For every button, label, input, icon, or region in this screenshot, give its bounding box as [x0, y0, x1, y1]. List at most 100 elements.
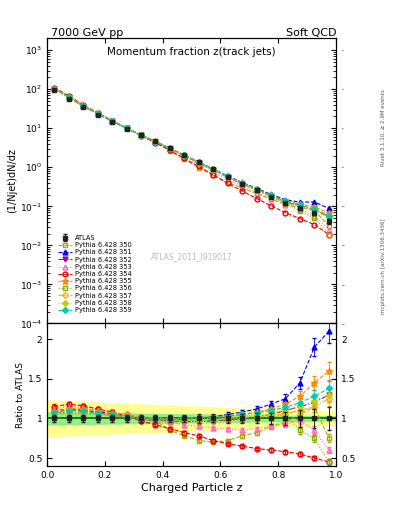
- Pythia 6.428 358: [153, 138, 158, 144]
- Pythia 6.428 350: [196, 165, 201, 171]
- Pythia 6.428 356: [254, 187, 259, 194]
- Pythia 6.428 354: [95, 110, 100, 116]
- X-axis label: Charged Particle z: Charged Particle z: [141, 482, 242, 493]
- Pythia 6.428 354: [225, 180, 230, 186]
- Pythia 6.428 351: [182, 152, 187, 158]
- Pythia 6.428 357: [182, 153, 187, 159]
- Pythia 6.428 356: [110, 118, 114, 124]
- Pythia 6.428 359: [254, 186, 259, 193]
- Pythia 6.428 350: [167, 148, 172, 154]
- Pythia 6.428 357: [66, 95, 71, 101]
- Pythia 6.428 355: [211, 166, 216, 172]
- Pythia 6.428 352: [254, 187, 259, 193]
- Pythia 6.428 358: [240, 180, 244, 186]
- Pythia 6.428 355: [167, 145, 172, 151]
- Pythia 6.428 350: [298, 205, 302, 211]
- Line: Pythia 6.428 350: Pythia 6.428 350: [52, 86, 331, 228]
- Pythia 6.428 357: [95, 111, 100, 117]
- Text: Soft QCD: Soft QCD: [286, 28, 336, 38]
- Pythia 6.428 352: [225, 174, 230, 180]
- Pythia 6.428 355: [153, 138, 158, 144]
- Pythia 6.428 352: [167, 145, 172, 152]
- Pythia 6.428 359: [298, 202, 302, 208]
- Pythia 6.428 358: [254, 187, 259, 193]
- Pythia 6.428 359: [240, 180, 244, 186]
- Pythia 6.428 357: [283, 200, 288, 206]
- Pythia 6.428 350: [327, 223, 331, 229]
- Pythia 6.428 359: [95, 111, 100, 117]
- Pythia 6.428 357: [298, 204, 302, 210]
- Pythia 6.428 351: [298, 199, 302, 205]
- Pythia 6.428 354: [254, 196, 259, 202]
- Pythia 6.428 353: [298, 206, 302, 212]
- Line: Pythia 6.428 357: Pythia 6.428 357: [52, 87, 331, 219]
- Pythia 6.428 354: [139, 133, 143, 139]
- Line: Pythia 6.428 356: Pythia 6.428 356: [52, 87, 331, 237]
- Pythia 6.428 359: [52, 86, 57, 92]
- Pythia 6.428 358: [312, 206, 317, 212]
- Pythia 6.428 358: [139, 132, 143, 138]
- Pythia 6.428 353: [81, 102, 86, 109]
- Pythia 6.428 356: [327, 231, 331, 238]
- Line: Pythia 6.428 352: Pythia 6.428 352: [52, 87, 331, 219]
- Pythia 6.428 353: [95, 110, 100, 116]
- Pythia 6.428 353: [254, 190, 259, 196]
- Pythia 6.428 358: [110, 118, 114, 124]
- Pythia 6.428 355: [81, 102, 86, 109]
- Pythia 6.428 353: [110, 118, 114, 124]
- Pythia 6.428 359: [182, 152, 187, 158]
- Text: mcplots.cern.ch [arXiv:1306.3436]: mcplots.cern.ch [arXiv:1306.3436]: [381, 219, 386, 314]
- Pythia 6.428 352: [95, 111, 100, 117]
- Pythia 6.428 355: [269, 192, 274, 198]
- Pythia 6.428 353: [66, 93, 71, 99]
- Pythia 6.428 359: [196, 159, 201, 165]
- Pythia 6.428 352: [283, 199, 288, 205]
- Pythia 6.428 359: [283, 198, 288, 204]
- Pythia 6.428 358: [196, 159, 201, 165]
- Pythia 6.428 355: [240, 180, 244, 186]
- Pythia 6.428 359: [124, 125, 129, 131]
- Pythia 6.428 357: [240, 180, 244, 186]
- Pythia 6.428 351: [269, 191, 274, 197]
- Pythia 6.428 353: [211, 168, 216, 175]
- Pythia 6.428 355: [225, 173, 230, 179]
- Pythia 6.428 359: [153, 138, 158, 144]
- Pythia 6.428 359: [110, 118, 114, 124]
- Pythia 6.428 357: [153, 138, 158, 144]
- Pythia 6.428 351: [66, 94, 71, 100]
- Pythia 6.428 358: [52, 86, 57, 92]
- Pythia 6.428 350: [283, 201, 288, 207]
- Pythia 6.428 351: [95, 111, 100, 117]
- Pythia 6.428 352: [298, 203, 302, 209]
- Pythia 6.428 353: [312, 212, 317, 219]
- Text: Rivet 3.1.10, ≥ 2.9M events: Rivet 3.1.10, ≥ 2.9M events: [381, 90, 386, 166]
- Pythia 6.428 351: [327, 205, 331, 211]
- Pythia 6.428 352: [81, 103, 86, 109]
- Pythia 6.428 356: [182, 153, 187, 159]
- Pythia 6.428 354: [283, 209, 288, 216]
- Pythia 6.428 356: [52, 86, 57, 92]
- Pythia 6.428 353: [124, 124, 129, 131]
- Pythia 6.428 351: [124, 125, 129, 131]
- Pythia 6.428 357: [139, 132, 143, 138]
- Pythia 6.428 356: [66, 95, 71, 101]
- Pythia 6.428 352: [312, 207, 317, 213]
- Y-axis label: (1/Njet)dN/dz: (1/Njet)dN/dz: [7, 148, 17, 214]
- Pythia 6.428 350: [240, 185, 244, 191]
- Pythia 6.428 356: [283, 200, 288, 206]
- Pythia 6.428 350: [52, 86, 57, 92]
- Pythia 6.428 357: [211, 166, 216, 173]
- Pythia 6.428 352: [182, 153, 187, 159]
- Pythia 6.428 354: [124, 125, 129, 131]
- Pythia 6.428 356: [211, 167, 216, 173]
- Pythia 6.428 358: [124, 125, 129, 131]
- Pythia 6.428 353: [153, 139, 158, 145]
- Pythia 6.428 355: [196, 159, 201, 165]
- Pythia 6.428 350: [254, 191, 259, 197]
- Pythia 6.428 359: [312, 206, 317, 212]
- Pythia 6.428 351: [52, 85, 57, 91]
- Pythia 6.428 353: [182, 154, 187, 160]
- Pythia 6.428 354: [269, 203, 274, 209]
- Pythia 6.428 354: [153, 140, 158, 146]
- Pythia 6.428 354: [81, 102, 86, 108]
